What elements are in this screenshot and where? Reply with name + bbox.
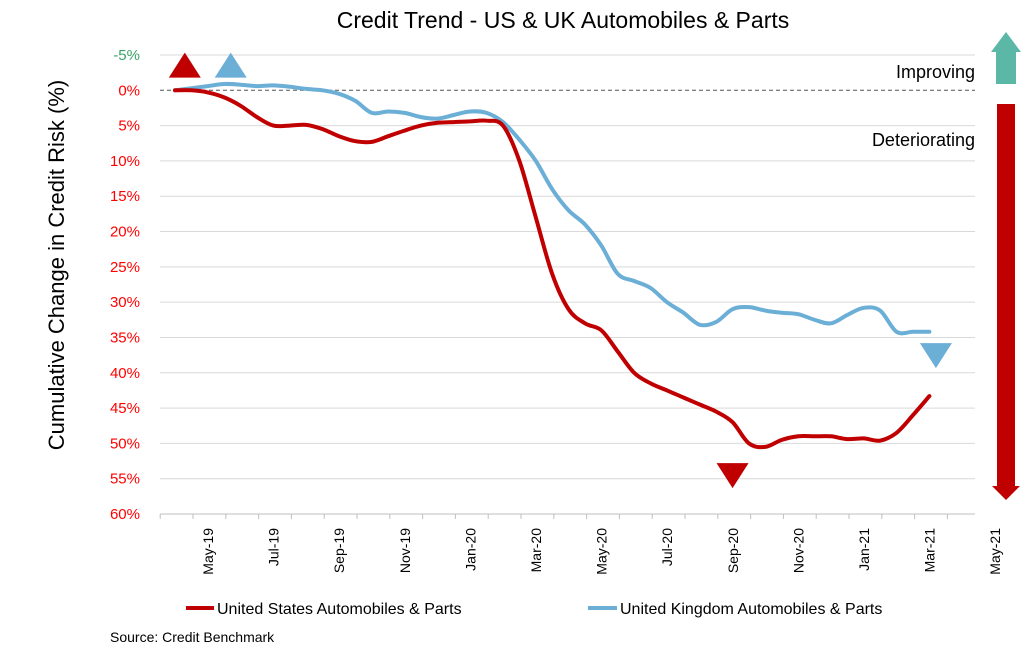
x-tick-label: Nov-20 <box>790 528 806 573</box>
x-tick-label: Nov-19 <box>397 528 413 573</box>
y-tick-label: 40% <box>110 365 140 382</box>
y-tick-label: 10% <box>110 153 140 170</box>
y-tick-label: 20% <box>110 224 140 241</box>
marker-us-down-icon <box>716 463 749 489</box>
y-tick-label: 60% <box>110 506 140 523</box>
y-tick-label: 5% <box>118 118 140 135</box>
x-tick-label: Mar-21 <box>922 528 938 573</box>
x-tick-label: May-19 <box>200 528 216 575</box>
x-axis: May-19 Jul-19 Sep-19 Nov-19 Jan-20 Mar-20 May-… <box>159 513 1003 575</box>
y-tick-label: 50% <box>110 435 140 452</box>
legend: United States Automobiles & Parts United… <box>186 601 882 618</box>
y-axis-label: Cumulative Change in Credit Risk (%) <box>44 80 69 450</box>
series-line-uk <box>173 81 932 336</box>
chart-title: Credit Trend - US & UK Automobiles & Par… <box>337 7 790 33</box>
x-tick-label: Sep-19 <box>331 528 347 573</box>
y-tick-label: 0% <box>118 82 140 99</box>
gridlines <box>160 54 975 515</box>
x-tick-label: May-20 <box>594 528 610 575</box>
x-tick-label: Jul-20 <box>659 528 675 566</box>
legend-uk-label: United Kingdom Automobiles & Parts <box>620 601 882 618</box>
y-tick-label: 35% <box>110 329 140 346</box>
x-tick-label: Mar-20 <box>528 528 544 573</box>
series-line-us <box>173 88 932 450</box>
source-note: Source: Credit Benchmark <box>110 629 275 645</box>
marker-uk-up-icon <box>214 52 247 78</box>
x-tick-label: May-21 <box>987 528 1003 575</box>
legend-us-label: United States Automobiles & Parts <box>217 601 462 618</box>
x-tick-label: Jan-20 <box>462 528 478 571</box>
x-tick-label: Jan-21 <box>856 528 872 571</box>
y-tick-label: 45% <box>110 400 140 417</box>
trend-markers <box>168 52 952 489</box>
y-axis-ticks: -5% 0% 5% 10% 15% 20% 25% 30% 35% 40% 45% 50% 55% 60% <box>110 47 140 523</box>
x-tick-label: Sep-20 <box>725 528 741 573</box>
series-lines <box>173 81 932 450</box>
deteriorating-arrow-icon <box>992 104 1020 500</box>
y-tick-label: 55% <box>110 471 140 488</box>
marker-us-up-icon <box>168 52 201 78</box>
marker-uk-down-icon <box>919 343 952 369</box>
improving-label: Improving <box>896 62 975 82</box>
improving-arrow-icon <box>991 32 1021 84</box>
y-tick-label: 30% <box>110 294 140 311</box>
y-tick-label: 25% <box>110 259 140 276</box>
y-tick-label: 15% <box>110 188 140 205</box>
deteriorating-label: Deteriorating <box>872 130 975 150</box>
y-tick-label: -5% <box>113 47 140 64</box>
x-tick-label: Jul-19 <box>266 528 282 566</box>
